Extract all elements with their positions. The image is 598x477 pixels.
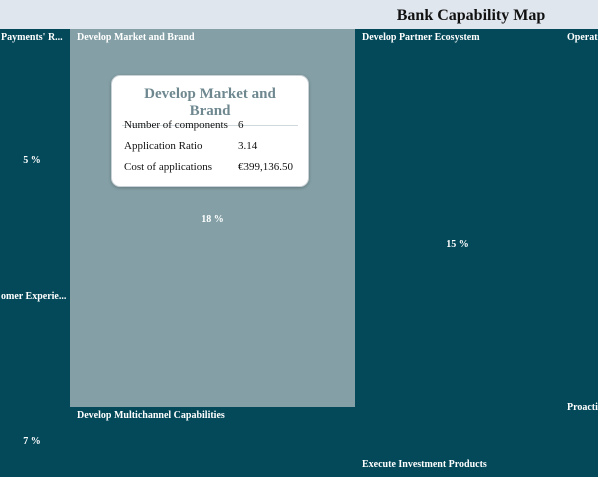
- capability-treemap: Payments' R... 5 % omer Experie... 7 % D…: [0, 29, 598, 477]
- header-bar: Bank Capability Map: [0, 0, 598, 29]
- tooltip-value: 6: [238, 119, 244, 131]
- tile-develop-partner-ecosystem[interactable]: Develop Partner Ecosystem 15 %: [355, 29, 562, 458]
- tooltip-value: €399,136.50: [238, 161, 293, 173]
- tile-percentage: 5 %: [23, 155, 41, 166]
- tooltip-key: Number of components: [124, 119, 228, 131]
- tooltip-row-cost: Cost of applications €399,136.50: [124, 161, 293, 173]
- tooltip-value: 3.14: [238, 140, 258, 152]
- capability-tooltip: Develop Market and Brand Number of compo…: [111, 75, 309, 187]
- tile-label: Execute Investment Products: [362, 459, 487, 470]
- tile-develop-multichannel-capabilities[interactable]: Develop Multichannel Capabilities: [70, 407, 357, 477]
- tile-label: Proacti: [567, 402, 598, 413]
- tile-percentage: 15 %: [446, 239, 469, 250]
- tile-percentage: 18 %: [201, 214, 224, 225]
- tile-label: Develop Multichannel Capabilities: [77, 410, 225, 421]
- tile-customer-experience[interactable]: omer Experie... 7 %: [0, 288, 72, 477]
- page-title: Bank Capability Map: [396, 7, 546, 24]
- tile-execute-investment-products[interactable]: Execute Investment Products: [355, 456, 562, 477]
- tile-label: Payments' R...: [1, 32, 63, 43]
- tooltip-key: Application Ratio: [124, 140, 203, 152]
- tooltip-row-components: Number of components 6: [124, 119, 244, 131]
- tile-percentage: 7 %: [23, 436, 41, 447]
- tile-label: Develop Market and Brand: [77, 32, 195, 43]
- tooltip-row-application-ratio: Application Ratio 3.14: [124, 140, 257, 152]
- tooltip-title: Develop Market and Brand: [122, 86, 298, 126]
- tile-label: omer Experie...: [1, 291, 66, 302]
- tile-operations[interactable]: Operat: [560, 29, 598, 401]
- tile-payments[interactable]: Payments' R... 5 %: [0, 29, 72, 290]
- tile-label: Operat: [567, 32, 598, 43]
- tile-proactive[interactable]: Proacti: [560, 399, 598, 477]
- tile-label: Develop Partner Ecosystem: [362, 32, 480, 43]
- tooltip-key: Cost of applications: [124, 161, 212, 173]
